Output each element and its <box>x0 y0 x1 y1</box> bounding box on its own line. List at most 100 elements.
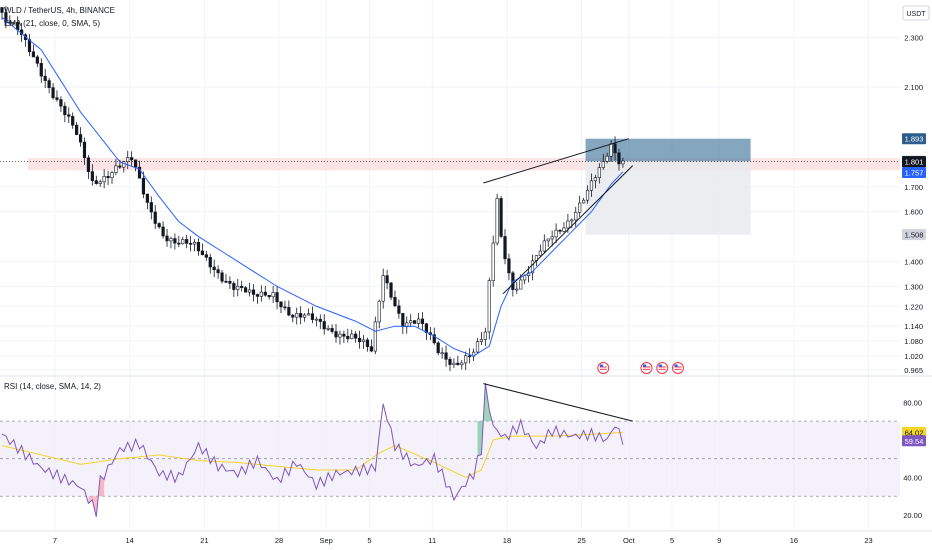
candle-body <box>346 335 350 340</box>
price-tick-label: 1.400 <box>904 257 923 266</box>
candle-body <box>271 292 275 298</box>
candle-body <box>283 306 287 309</box>
position-tool[interactable] <box>585 138 751 235</box>
price-tick-label: 1.700 <box>904 183 923 192</box>
candle-body <box>35 56 39 64</box>
rsi-overbought-fill <box>477 382 494 456</box>
candle-body <box>365 339 370 347</box>
flag-stripe <box>658 368 666 370</box>
candle-body <box>613 143 617 154</box>
candle-body <box>47 80 51 88</box>
candle-body <box>236 285 240 290</box>
candle-body <box>479 339 484 342</box>
us-flag-icon[interactable] <box>671 362 684 374</box>
candle-body <box>468 355 472 358</box>
price-tick-label: 1.020 <box>904 352 923 361</box>
us-flag-icon[interactable] <box>656 362 669 374</box>
price-badge[interactable] <box>902 167 926 179</box>
price-badge[interactable] <box>902 229 926 241</box>
price-badge[interactable] <box>902 156 926 168</box>
flag-canton <box>658 364 662 367</box>
us-flag-icon[interactable] <box>640 362 653 374</box>
candle-body <box>601 161 605 168</box>
candle-body <box>605 155 609 162</box>
price-tick-label: 2.100 <box>904 83 923 92</box>
candle-body <box>232 283 236 290</box>
candle-body <box>507 258 511 274</box>
price-badge[interactable] <box>902 133 926 145</box>
candle-body <box>401 313 405 328</box>
resistance-zone <box>28 158 900 171</box>
candle-body <box>220 272 224 282</box>
candle-body <box>78 134 83 143</box>
candle-body <box>39 62 43 77</box>
price-axis[interactable]: 0.965 1.020 1.080 1.140 1.220 1.300 1.400 1.600… <box>902 33 926 375</box>
rsi-tick-label: 20.00 <box>903 511 922 520</box>
candle-body <box>71 116 75 126</box>
price-tick-label: 1.080 <box>904 337 923 346</box>
rsi-badge[interactable] <box>902 435 926 447</box>
candle-body <box>448 358 452 365</box>
candle-body <box>200 250 204 256</box>
rsi-divergence-line[interactable] <box>483 383 633 422</box>
candle-body <box>330 328 334 332</box>
candle-body <box>597 167 601 179</box>
target-zone[interactable] <box>585 138 751 162</box>
rising-wedge[interactable] <box>483 138 634 295</box>
rsi-badge-label: 64.02 <box>905 428 924 437</box>
candle-body <box>342 333 346 337</box>
wedge-lower-line[interactable] <box>502 165 634 295</box>
candle-body <box>275 292 279 303</box>
time-tick-label: 5 <box>670 536 674 545</box>
rsi-badge[interactable] <box>902 426 926 438</box>
candle-body <box>259 291 263 297</box>
candle-body <box>208 257 212 268</box>
flag-canton <box>674 364 678 367</box>
candle-body <box>499 198 503 237</box>
candle-body <box>475 341 480 353</box>
candle-body <box>165 235 169 242</box>
flag-canton <box>599 364 603 367</box>
wedge-upper-line[interactable] <box>483 138 629 184</box>
rsi-oversold-fill <box>88 475 105 517</box>
rsi-line <box>1 382 624 517</box>
candle-body <box>377 300 381 323</box>
stop-zone[interactable] <box>585 161 751 235</box>
flag-stripe <box>599 366 607 368</box>
candle-body <box>224 280 228 283</box>
candle-body <box>369 346 373 352</box>
candle-body <box>279 301 283 308</box>
candle-body <box>397 305 401 314</box>
candle-body <box>173 238 177 244</box>
currency-button[interactable]: USDT <box>902 5 930 21</box>
flag-stripe <box>674 366 682 368</box>
candle-body <box>244 287 248 293</box>
rsi-band <box>0 420 900 497</box>
candle-body <box>212 266 216 270</box>
symbol-title: WLD / TetherUS, 4h, BINANCE <box>4 6 115 15</box>
currency-label: USDT <box>906 11 926 18</box>
time-axis[interactable]: 7 14 21 28 Sep 5 11 18 25 Oct 5 9 16 23 <box>0 530 932 545</box>
rsi-tick-label: 40.00 <box>903 473 922 482</box>
event-markers[interactable] <box>597 362 684 374</box>
candle-body <box>51 87 55 99</box>
candle-body <box>515 288 519 291</box>
us-flag-icon[interactable] <box>597 362 610 374</box>
candle-body <box>157 223 161 228</box>
price-tick-label: 1.300 <box>904 282 923 291</box>
rsi-legend: RSI (14, close, SMA, 14, 2) <box>4 382 101 391</box>
candle-body <box>110 172 114 179</box>
resistance-zone-band <box>28 158 900 171</box>
flag-stripe <box>643 366 651 368</box>
candle-body <box>59 99 63 107</box>
candle-body <box>373 321 377 352</box>
candle-body <box>566 220 570 229</box>
price-badge-label: 1.801 <box>905 158 924 167</box>
price-tick-label: 1.600 <box>904 208 923 217</box>
candle-body <box>444 352 448 360</box>
candle-body <box>503 236 507 260</box>
candle-body <box>550 236 554 240</box>
candle-body <box>192 242 197 245</box>
